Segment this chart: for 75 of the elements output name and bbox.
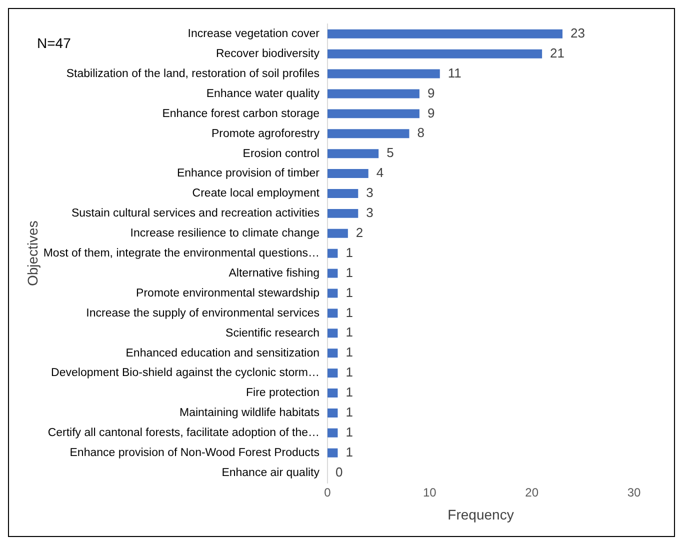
data-label: 9 [427,105,435,120]
data-label: 4 [376,165,384,180]
y-tick-label: Enhance provision of timber [176,168,320,180]
y-tick-label: Fire protection [246,387,320,400]
data-label: 1 [346,264,353,280]
data-label: 2 [356,224,364,240]
x-tick-label: 10 [422,485,437,500]
x-axis-title: Frequency [448,506,514,522]
bar [328,189,358,198]
y-tick-label: Development Bio-shield against the cyclonic storm… [51,367,320,380]
y-tick-label: Increase vegetation cover [188,28,320,40]
y-tick-label: Maintaining wildlife habitats [180,407,320,420]
y-tick-label: Promote agroforestry [211,128,320,140]
data-label: 21 [550,45,565,60]
bar [328,149,379,158]
bar [328,428,338,438]
y-tick-label: Alternative fishing [228,267,320,280]
data-label: 3 [366,185,374,200]
y-tick-label: Stabilization of the land, restoration of soil profiles [66,68,320,80]
bar [328,348,338,358]
y-tick-label: Certify all cantonal forests, facilitate adoption of the… [48,427,320,440]
bar [328,268,338,278]
bar [328,109,420,118]
bar [328,308,338,318]
data-label: 1 [346,404,353,420]
data-label: 1 [346,424,353,440]
data-label: 23 [570,25,585,40]
bar [328,89,420,98]
bar [328,29,562,38]
bar [328,368,338,378]
bar [328,49,542,58]
data-label: 1 [346,284,353,300]
data-label: 1 [346,384,353,400]
data-label: 11 [448,65,462,80]
y-tick-label: Recover biodiversity [216,48,320,60]
text: N=47 [37,34,72,51]
bar [328,328,338,338]
y-tick-label: Enhance forest carbon storage [162,108,320,120]
bar [328,408,338,418]
y-tick-label: Scientific research [226,327,320,340]
data-label: 1 [346,244,353,260]
data-label: 1 [346,364,353,380]
y-tick-label: Increase the supply of environmental services [86,307,320,320]
y-tick-label: Sustain cultural services and recreation activities [71,208,320,220]
bar [328,208,358,218]
data-label: 5 [386,145,394,160]
data-label: 1 [346,304,353,320]
y-tick-label: Enhance water quality [206,88,320,100]
y-tick-label: Increase resilience to climate change [130,228,320,240]
y-tick-label: Most of them, integrate the environmental questions… [43,248,320,260]
y-tick-label: Enhanced education and sensitization [126,347,320,360]
y-tick-label: Erosion control [242,148,320,160]
y-tick-label: Enhance provision of Non-Wood Forest Products [70,447,320,460]
data-label: 1 [346,344,353,360]
bar [328,129,410,138]
data-label: 1 [346,324,353,340]
bar [328,169,368,178]
data-label: 0 [336,464,343,480]
data-label: 8 [417,125,424,140]
bar [328,248,338,258]
bar [328,448,338,458]
y-tick-label: Promote environmental stewardship [136,287,320,300]
bar [328,228,348,238]
y-tick-label: Enhance air quality [222,466,320,479]
bar [328,69,440,78]
x-tick-label: 20 [525,485,539,500]
bar [328,288,338,298]
y-tick-label: Create local employment [192,188,320,200]
data-label: 3 [366,205,374,220]
x-tick-label: 0 [324,485,332,500]
y-axis-title: Objectives [24,220,40,286]
bar [328,388,338,398]
data-label: 9 [427,85,435,100]
x-tick-label: 30 [627,485,641,500]
data-label: 1 [346,444,353,460]
